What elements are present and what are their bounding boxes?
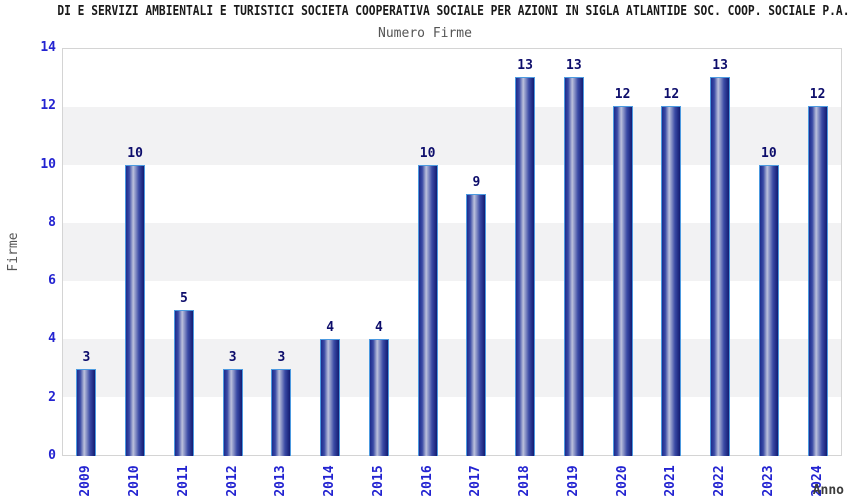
x-tick-label: 2020: [614, 465, 630, 497]
x-tick-label: 2021: [663, 465, 679, 497]
bar-value-label: 9: [472, 174, 481, 190]
bar: [466, 193, 487, 456]
x-tick-label: 2019: [565, 465, 581, 497]
bar: [758, 164, 779, 456]
x-tick-label: 2010: [127, 465, 143, 497]
bar: [807, 106, 828, 456]
bar-value-label: 12: [663, 87, 680, 103]
bar-value-label: 5: [179, 291, 188, 307]
bar-value-label: 10: [761, 145, 777, 161]
y-tick-label: 8: [48, 214, 56, 230]
x-tick-label: 2023: [760, 465, 776, 497]
x-tick-label: 2018: [517, 465, 533, 497]
bar: [612, 106, 633, 456]
bar-value-label: 3: [277, 349, 286, 365]
bar-value-label: 4: [374, 320, 383, 336]
bar-value-label: 12: [809, 87, 826, 103]
bar-value-label: 13: [566, 58, 582, 74]
bar-value-label: 4: [326, 320, 335, 336]
x-tick-label: 2016: [419, 465, 435, 497]
x-tick-label: 2011: [175, 465, 191, 497]
bar-value-label: 10: [127, 145, 143, 161]
bar-value-label: 13: [517, 58, 533, 74]
y-tick-label: 12: [40, 98, 56, 114]
bar: [320, 339, 341, 456]
bar: [563, 77, 584, 456]
y-tick-label: 4: [48, 331, 56, 347]
y-tick-label: 6: [48, 273, 56, 289]
bar: [76, 368, 97, 456]
x-tick-label: 2009: [78, 465, 94, 497]
x-tick-label: 2017: [468, 465, 484, 497]
bar: [125, 164, 146, 456]
bar: [661, 106, 682, 456]
bar: [368, 339, 389, 456]
chart-subtitle: Numero Firme: [378, 26, 472, 41]
x-tick-label: 2014: [322, 465, 338, 497]
y-tick-label: 2: [48, 389, 56, 405]
bar: [271, 368, 292, 456]
x-tick-label: 2015: [370, 465, 386, 497]
bar-value-label: 13: [712, 58, 728, 74]
y-tick-label: 10: [40, 156, 56, 172]
y-axis-title: Firme: [6, 232, 21, 272]
x-tick-label: 2012: [224, 465, 240, 497]
y-tick-label: 14: [40, 40, 56, 55]
bar-value-label: 12: [614, 87, 631, 103]
y-tick-label: 0: [48, 448, 56, 463]
x-tick-label: 2013: [273, 465, 289, 497]
bar-value-label: 3: [228, 349, 237, 365]
bar: [417, 164, 438, 456]
bar-value-label: 3: [82, 349, 91, 365]
bar: [515, 77, 536, 456]
bar: [222, 368, 243, 456]
bar: [173, 310, 194, 456]
x-tick-label: 2022: [712, 465, 728, 497]
chart-title: DI E SERVIZI AMBIENTALI E TURISTICI SOCI…: [57, 4, 850, 19]
x-axis-title: Anno: [812, 483, 844, 498]
bar: [710, 77, 731, 456]
bar-value-label: 10: [419, 145, 436, 161]
